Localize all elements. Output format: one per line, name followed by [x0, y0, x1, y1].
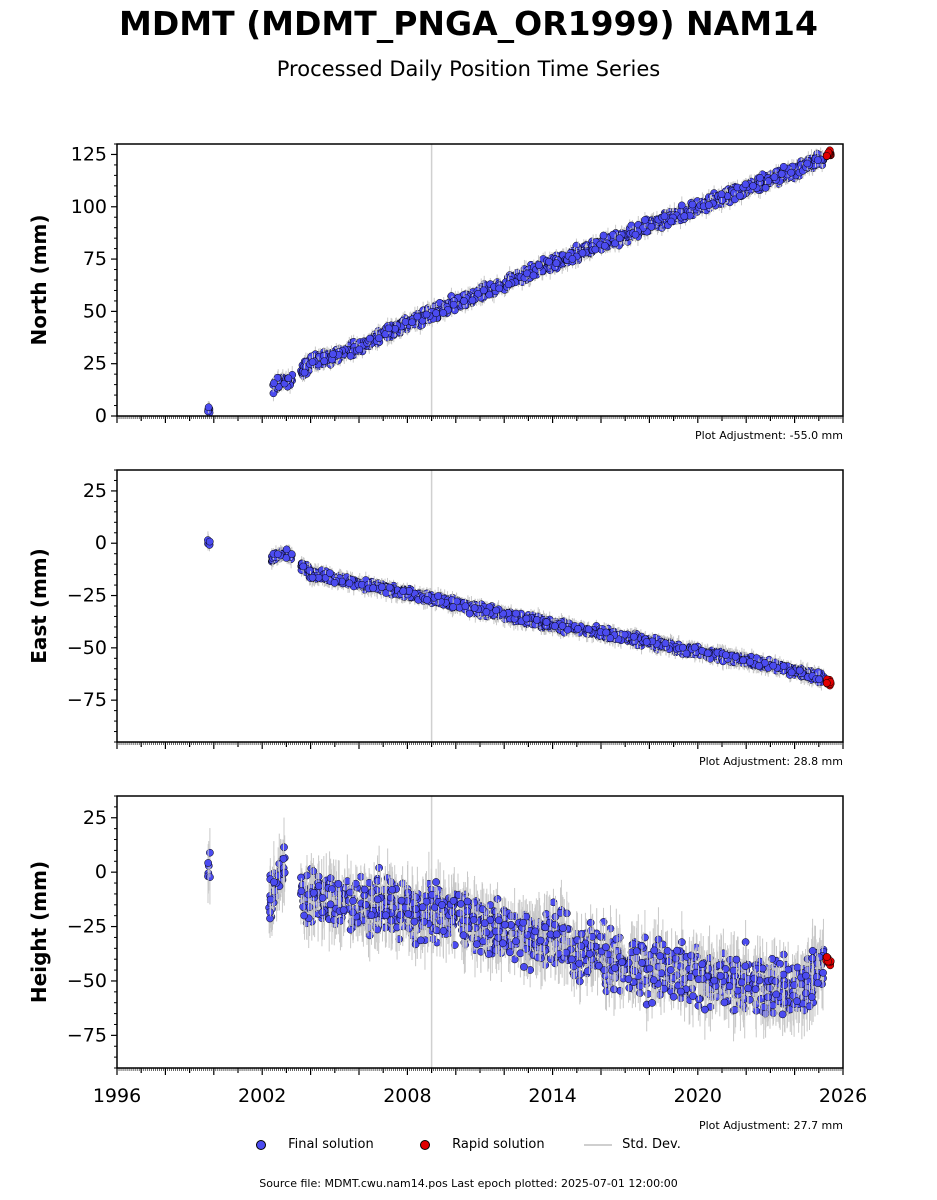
- final-point: [413, 312, 422, 321]
- final-point: [474, 289, 482, 298]
- final-point: [777, 170, 786, 178]
- final-point: [282, 545, 291, 554]
- final-point: [460, 297, 468, 305]
- final-point: [205, 537, 214, 546]
- final-point: [381, 330, 390, 338]
- final-point: [401, 318, 410, 326]
- final-point: [761, 184, 770, 192]
- final-point: [439, 309, 448, 317]
- y-tick-label: 50: [83, 300, 107, 322]
- final-point: [204, 403, 213, 412]
- final-point: [365, 334, 374, 343]
- final-point: [756, 174, 764, 182]
- final-point: [384, 324, 393, 333]
- final-point: [529, 271, 538, 280]
- final-point: [647, 222, 656, 231]
- final-point: [432, 309, 440, 318]
- final-point: [545, 257, 553, 266]
- final-point: [308, 358, 317, 366]
- final-point: [479, 286, 488, 295]
- chart-subtitle: Processed Daily Position Time Series: [276, 57, 661, 81]
- y-tick-label: 75: [83, 248, 107, 270]
- final-point: [704, 201, 713, 209]
- final-point: [329, 350, 337, 358]
- final-point: [485, 290, 494, 299]
- final-point: [736, 192, 744, 200]
- final-point: [688, 200, 697, 209]
- final-point: [677, 201, 686, 210]
- plot-area: [204, 144, 835, 416]
- final-point: [600, 241, 609, 250]
- final-point: [770, 173, 779, 182]
- final-point: [355, 345, 364, 354]
- final-point: [422, 310, 431, 319]
- y-tick-label: 0: [95, 405, 107, 427]
- final-point: [495, 284, 504, 293]
- final-point: [270, 379, 278, 388]
- y-tick-label: 125: [71, 143, 107, 165]
- final-point: [803, 159, 812, 168]
- final-point: [468, 296, 477, 305]
- final-point: [717, 190, 726, 199]
- final-point: [631, 230, 640, 239]
- final-point: [449, 300, 458, 309]
- final-point: [300, 368, 309, 377]
- final-point: [504, 280, 513, 289]
- final-point: [764, 177, 773, 186]
- final-point: [660, 212, 669, 221]
- final-point: [568, 255, 577, 263]
- final-point: [552, 259, 561, 268]
- y-tick-label: 25: [83, 353, 107, 375]
- final-point: [615, 234, 624, 243]
- final-point: [320, 357, 329, 366]
- rapid-point: [822, 152, 831, 160]
- final-point: [578, 249, 587, 257]
- final-point: [273, 550, 282, 559]
- plot-area: [204, 470, 835, 742]
- final-point: [408, 318, 416, 327]
- final-point: [667, 217, 675, 226]
- y-tick-label: 100: [71, 196, 107, 218]
- final-point: [641, 216, 649, 224]
- final-point: [591, 245, 600, 254]
- chart-title: MDMT (MDMT_PNGA_OR1999) NAM14: [119, 4, 818, 43]
- final-point: [523, 269, 531, 278]
- final-point: [284, 374, 293, 383]
- y-axis-label: North (mm): [27, 214, 51, 345]
- final-point: [535, 261, 543, 269]
- final-point: [680, 212, 689, 221]
- final-point: [787, 168, 795, 177]
- final-point: [779, 162, 788, 171]
- final-point: [287, 550, 296, 558]
- final-point: [741, 180, 750, 189]
- final-point: [611, 239, 619, 248]
- final-point: [749, 182, 757, 190]
- panel-0: 0 25 50 75 100 125 North (mm): [27, 143, 844, 427]
- final-point: [375, 334, 383, 343]
- final-point: [813, 156, 822, 165]
- final-point: [599, 231, 608, 240]
- final-point: [346, 352, 355, 360]
